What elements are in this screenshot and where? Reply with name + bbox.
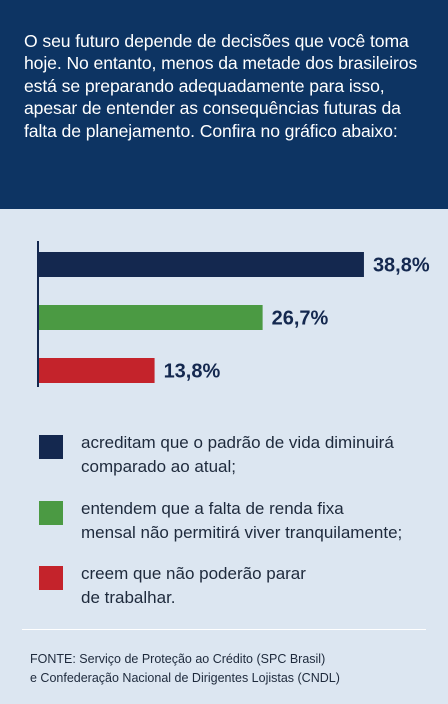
legend-label-1: acreditam que o padrão de vida diminuirá… — [81, 433, 394, 476]
legend-swatch-1 — [39, 435, 63, 459]
source-note: FONTE: Serviço de Proteção ao Crédito (S… — [30, 652, 340, 685]
legend-item-1: acreditam que o padrão de vida diminuirá… — [39, 431, 439, 491]
divider — [22, 629, 426, 630]
bar-chart: 38,8% 26,7% 13,8% — [37, 241, 430, 387]
chart-panel: 38,8% 26,7% 13,8% acreditam que o padrão d… — [0, 209, 448, 704]
bar-value-label-2: 26,7% — [272, 308, 329, 330]
legend-swatch-2 — [39, 501, 63, 525]
intro-text: O seu futuro depende de decisões que voc… — [24, 31, 418, 141]
legend-item-2: entendem que a falta de renda fixa mensa… — [39, 497, 439, 557]
bar-2 — [39, 305, 263, 330]
bar-1 — [39, 252, 364, 277]
bar-value-label-1: 38,8% — [373, 255, 430, 277]
header-banner: O seu futuro depende de decisões que voc… — [0, 0, 448, 209]
bar-value-label-3: 13,8% — [164, 361, 221, 383]
legend-label-2: entendem que a falta de renda fixa mensa… — [81, 499, 403, 542]
legend-swatch-3 — [39, 566, 63, 590]
legend-label-3: creem que não poderão parar de trabalhar… — [81, 564, 306, 607]
bar-3 — [39, 358, 155, 383]
legend-item-3: creem que não poderão parar de trabalhar… — [39, 562, 439, 622]
